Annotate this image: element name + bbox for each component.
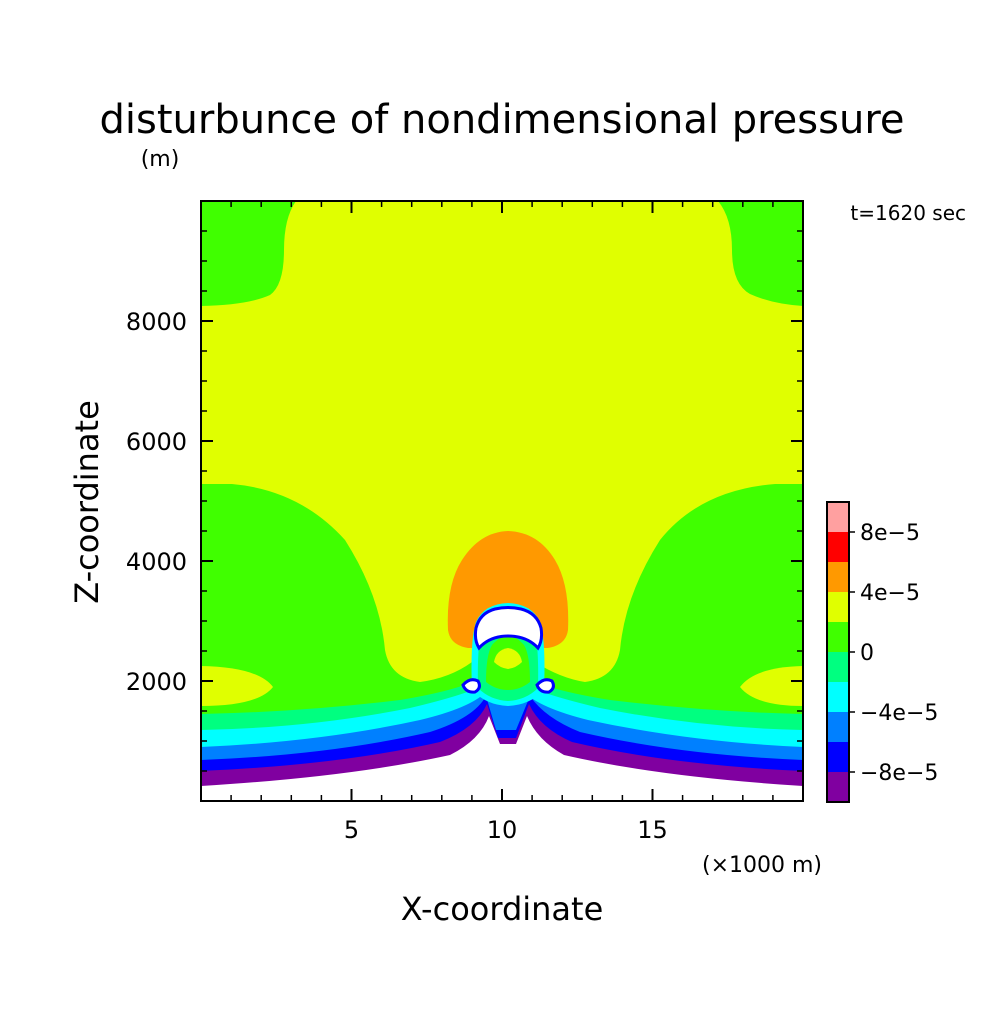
right-small-blob [535,678,555,694]
chart-title: disturbunce of nondimensional pressure [100,97,905,143]
colorbar-tick-label: −8e−5 [860,761,938,786]
x-axis-label: X-coordinate [401,890,604,928]
x-tick-label: 15 [637,816,668,844]
y-tick-label: 6000 [126,428,187,456]
colorbar-swatch [827,772,849,802]
core-yellow [494,648,522,669]
colorbar-swatch [827,742,849,772]
x-tick-label: 10 [487,816,518,844]
right-top-corner [718,201,803,306]
colorbar-swatch [827,592,849,622]
units-label: (m) [141,147,180,172]
colorbar-swatch [827,682,849,712]
colorbar-swatch [827,562,849,592]
left-small-blob [461,678,481,694]
colorbar-tick-label: 4e−5 [860,581,920,606]
y-tick-label: 8000 [126,308,187,336]
colorbar-tick-label: −4e−5 [860,701,938,726]
colorbar-swatch [827,502,849,532]
left-top-corner [201,201,296,306]
core-white-blob [473,606,544,651]
colorbar-tick-label: 8e−5 [860,521,920,546]
contour-field [201,201,803,801]
left-low-lobe [201,666,273,706]
colorbar-swatch [827,622,849,652]
right-low-lobe [740,666,803,706]
x-unit-label: (×1000 m) [702,853,822,878]
y-tick-label: 2000 [126,668,187,696]
colorbar-swatch [827,712,849,742]
colorbar-swatch [827,532,849,562]
colorbar-swatch [827,652,849,682]
plot-frame [200,200,804,802]
y-axis-label: Z-coordinate [68,400,106,604]
below-terrain [201,716,803,801]
axes: 5 10 15 2000 4000 6000 8000 [126,201,803,844]
x-tick-label: 5 [344,816,359,844]
colorbar-tick-label: 0 [860,641,874,666]
colorbar: −8e−5 −4e−5 0 4e−5 8e−5 [826,501,938,803]
y-tick-label: 4000 [126,548,187,576]
time-label: t=1620 sec [850,201,966,225]
